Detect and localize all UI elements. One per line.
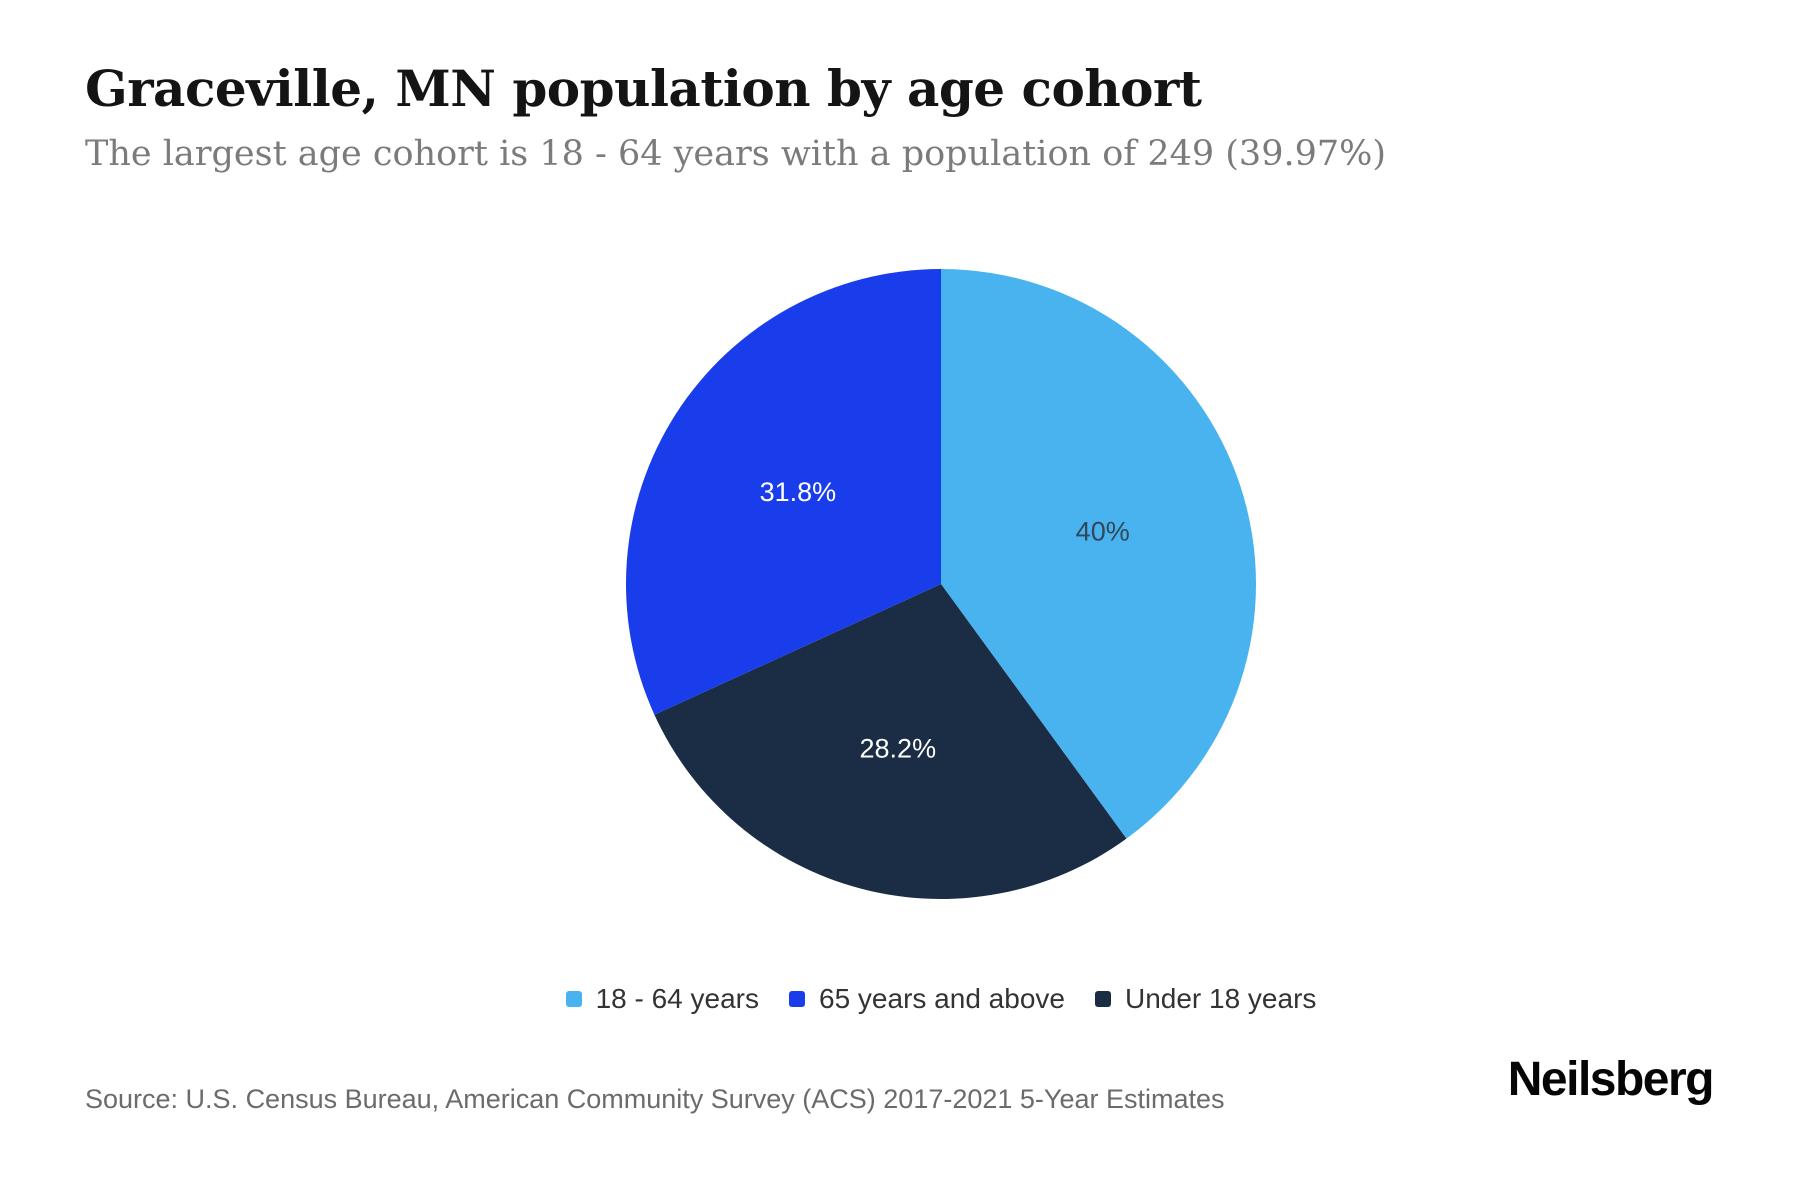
pie-slice-under-18-years[interactable] [654, 584, 1127, 899]
pie-data-label-65-years-and-above: 31.8% [760, 477, 837, 507]
brand-logo: Neilsberg [1507, 1053, 1715, 1106]
pie-slice-18-64-years[interactable] [941, 269, 1256, 839]
chart-title: Graceville, MN population by age cohort [85, 59, 1202, 118]
legend-item-under-18-years[interactable]: Under 18 years [1094, 983, 1317, 1015]
source-note: Source: U.S. Census Bureau, American Com… [85, 1084, 1225, 1114]
legend: 18 - 64 years 65 years and above Under 18 … [41, 983, 1800, 1015]
chart-subtitle: The largest age cohort is 18 - 64 years … [85, 134, 1387, 174]
legend-swatch-icon [789, 991, 805, 1007]
legend-label: 65 years and above [819, 983, 1065, 1014]
legend-swatch-icon [1094, 991, 1111, 1007]
legend-label: Under 18 years [1124, 983, 1317, 1014]
legend-label: 18 - 64 years [595, 983, 759, 1014]
legend-swatch-icon [565, 991, 582, 1007]
pie-data-label-18-64-years: 40% [1076, 516, 1130, 546]
pie-data-label-under-18-years: 28.2% [860, 734, 937, 764]
pie-chart-area: 40% 28.2% 31.8% [626, 269, 1256, 899]
pie-slice-65-years-and-above[interactable] [626, 269, 941, 715]
legend-item-65-years-and-above[interactable]: 65 years and above [789, 983, 1065, 1015]
pie-chart: 40% 28.2% 31.8% [626, 269, 1256, 899]
legend-item-18-64-years[interactable]: 18 - 64 years [565, 983, 759, 1015]
